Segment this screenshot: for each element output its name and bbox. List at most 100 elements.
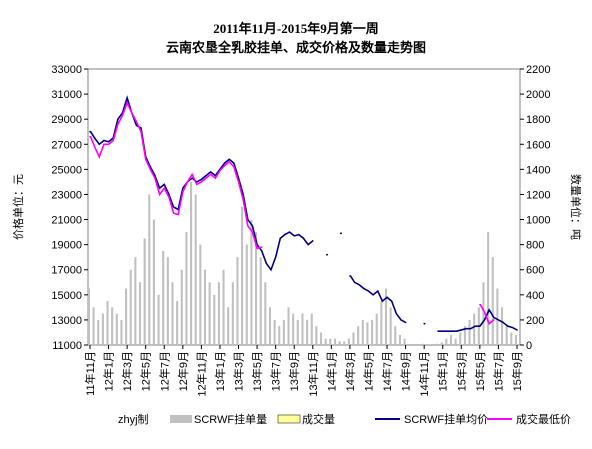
x-tick-label: 13年7月 (269, 351, 283, 391)
volume-bar (389, 307, 392, 345)
plot-area (87, 68, 521, 346)
volume-bar (487, 232, 490, 345)
y-tick-label: 29000 (51, 114, 82, 126)
x-tick-label: 14年1月 (324, 351, 338, 391)
price-line (89, 100, 495, 325)
legend-label: 成交量 (302, 412, 335, 426)
volume-bar (129, 269, 132, 345)
volume-bar (245, 244, 248, 345)
volume-bar (514, 334, 517, 345)
volume-bar (422, 343, 425, 345)
volume-bar (250, 219, 253, 345)
volume-bar (454, 338, 457, 345)
volume-bar (357, 326, 360, 345)
volume-bar (287, 307, 290, 345)
volume-bar (259, 257, 262, 345)
volume-bar (194, 194, 197, 345)
volume-bar (227, 307, 230, 345)
volume-bar (185, 232, 188, 345)
legend-label: SCRWF挂单量 (194, 412, 267, 426)
y-tick-label: 17000 (51, 265, 82, 277)
volume-bar (264, 282, 267, 345)
legend-label: SCRWF挂单均价 (404, 412, 488, 426)
volume-bar (333, 338, 336, 345)
credit: zhyj制 (118, 413, 149, 426)
volume-bar (152, 219, 155, 345)
y2-tick-label: 1000 (526, 215, 550, 227)
price-line (89, 95, 518, 332)
volume-bar (482, 282, 485, 345)
x-tick-label: 13年5月 (250, 351, 264, 391)
x-tick-label: 12年5月 (139, 351, 153, 391)
y2-tick-label: 1400 (526, 164, 550, 176)
volume-bar (375, 313, 378, 345)
volume-bar (203, 269, 207, 345)
volume-bar (347, 338, 350, 345)
volume-bar (282, 319, 285, 345)
volume-bar (352, 332, 355, 345)
x-tick-label: 12年1月 (102, 351, 116, 391)
x-tick-label: 15年1月 (436, 351, 450, 391)
volume-bar (241, 207, 244, 345)
y2-tick-label: 1600 (526, 139, 550, 151)
chart-subtitle: 云南农垦全乳胶挂单、成交价格及数量走势图 (166, 40, 426, 55)
y2-tick-label: 600 (526, 265, 544, 277)
volume-bar (398, 334, 401, 345)
volume-bar (213, 294, 216, 345)
x-tick-label: 14年5月 (361, 351, 375, 391)
volume-bar (324, 338, 327, 345)
x-tick-label: 15年9月 (510, 351, 524, 391)
volume-bar (138, 282, 142, 345)
volume-bar (217, 282, 220, 345)
volume-bar (92, 307, 95, 345)
x-tick-label: 11年11月 (83, 351, 97, 396)
volume-bar (134, 257, 137, 345)
x-tick-label: 13年9月 (287, 351, 301, 391)
y2-tick-label: 2000 (526, 89, 550, 101)
volume-bar (231, 282, 234, 345)
y2-tick-label: 1200 (526, 189, 550, 201)
volume-bar (315, 326, 318, 345)
volume-bar (222, 269, 225, 345)
volume-bar (445, 338, 448, 345)
x-tick-label: 13年1月 (213, 351, 227, 391)
volume-bar (436, 343, 439, 345)
volume-bar (366, 322, 369, 345)
volume-bar (254, 232, 258, 345)
x-tick-label: 14年11月 (417, 351, 431, 397)
y-tick-label: 19000 (51, 240, 82, 252)
y2-axis-label: 数量单位：吨 (569, 174, 583, 240)
x-tick-label: 13年3月 (232, 351, 246, 391)
volume-bar (329, 338, 332, 345)
volume-bar (292, 313, 295, 345)
y2-tick-label: 200 (526, 315, 544, 327)
volume-bar (115, 313, 118, 345)
volume-bar (505, 326, 508, 345)
volume-bar (296, 319, 299, 345)
volume-bar (403, 338, 406, 345)
y-tick-label: 31000 (51, 89, 82, 101)
volume-bar (449, 334, 453, 345)
volume-bar (310, 313, 313, 345)
volume-bar (510, 332, 513, 345)
y-tick-label: 11000 (52, 340, 82, 352)
y2-tick-label: 800 (526, 240, 544, 252)
volume-bar (491, 257, 494, 345)
volume-bar (463, 326, 466, 345)
x-tick-label: 12年9月 (176, 351, 190, 391)
volume-bar (199, 244, 202, 345)
volume-bar (236, 257, 239, 345)
volume-bar (500, 307, 504, 345)
y-tick-label: 15000 (51, 290, 82, 302)
x-tick-label: 15年5月 (473, 351, 487, 391)
x-tick-label: 12年11月 (194, 351, 208, 397)
volume-bar (268, 307, 272, 345)
volume-bar (459, 332, 462, 345)
volume-bar (143, 238, 146, 345)
x-tick-label: 12年3月 (120, 351, 134, 391)
chart-title: 2011年11月-2015年9月第一周 (213, 21, 378, 36)
volume-bar (97, 319, 100, 345)
y-tick-label: 27000 (51, 139, 82, 151)
volume-bar (278, 326, 281, 345)
